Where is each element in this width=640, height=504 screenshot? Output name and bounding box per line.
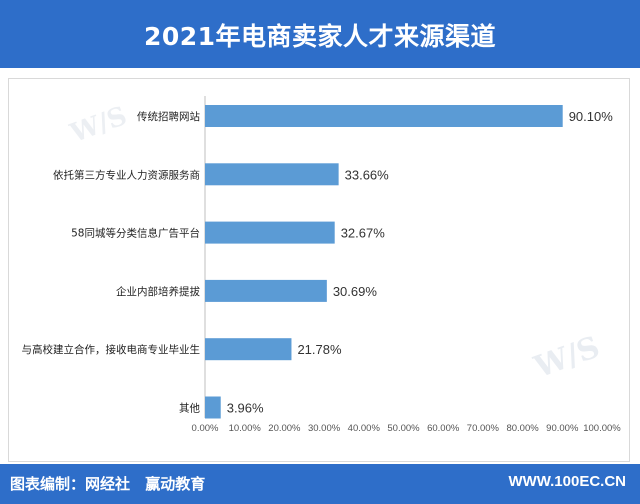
x-tick-label: 70.00% (467, 423, 500, 434)
data-label: 33.66% (345, 167, 390, 182)
site-url: WWW.100EC.CN (508, 473, 626, 490)
x-tick-label: 10.00% (229, 423, 262, 434)
category-label: 依托第三方专业人力资源服务商 (53, 168, 200, 181)
x-tick-label: 0.00% (192, 423, 219, 434)
data-label: 30.69% (333, 284, 378, 299)
bar (205, 163, 339, 186)
x-tick-label: 30.00% (308, 423, 341, 434)
category-label: 企业内部培养提拔 (116, 285, 200, 298)
category-label: 传统招聘网站 (137, 110, 200, 123)
page-title: 2021年电商卖家人才来源渠道 (143, 22, 497, 51)
bar (205, 279, 327, 302)
footer-banner: 图表编制：网经社 赢动教育 WWW.100EC.CN (0, 464, 640, 504)
credit-partner: 赢动教育 (145, 475, 206, 493)
bar (205, 221, 335, 244)
bar (205, 105, 563, 127)
data-label: 90.10% (569, 109, 614, 124)
x-tick-label: 50.00% (387, 423, 420, 434)
data-label: 21.78% (297, 342, 342, 357)
x-tick-label: 40.00% (348, 423, 381, 434)
data-label: 32.67% (341, 226, 386, 241)
chart-frame (8, 78, 630, 462)
x-tick-label: 100.00% (583, 423, 621, 434)
data-label: 3.96% (227, 401, 264, 416)
x-tick-label: 80.00% (506, 423, 539, 434)
bar (205, 396, 221, 419)
header-banner: 2021年电商卖家人才来源渠道 (0, 0, 640, 68)
x-tick-label: 60.00% (427, 423, 460, 434)
category-label: 其他 (179, 402, 200, 415)
bar (205, 338, 292, 361)
x-tick-label: 20.00% (268, 423, 301, 434)
credit-text: 图表编制：网经社 赢动教育 (10, 473, 215, 494)
x-tick-label: 90.00% (546, 423, 579, 434)
credit-label: 图表编制：网经社 (10, 475, 131, 493)
category-label: 58同城等分类信息广告平台 (71, 227, 200, 240)
category-label: 与高校建立合作，接收电商专业毕业生 (22, 343, 201, 356)
